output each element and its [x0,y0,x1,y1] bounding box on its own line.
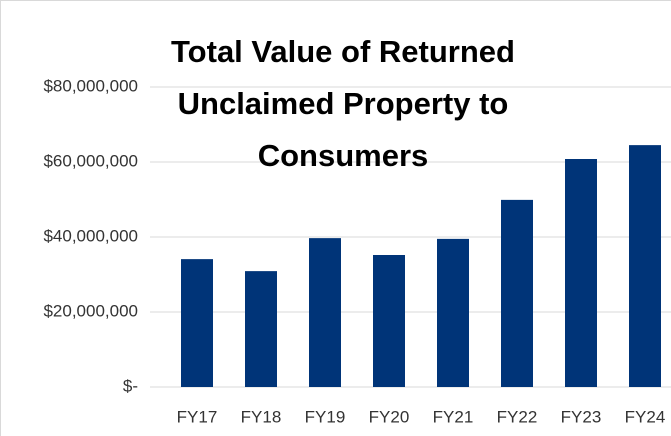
y-tick-label: $- [123,376,138,395]
x-tick-label: FY24 [625,407,666,426]
x-tick-label: FY17 [177,407,218,426]
x-tick-label: FY21 [433,407,474,426]
y-tick-label: $80,000,000 [43,76,138,95]
y-tick-label: $20,000,000 [43,301,138,320]
bar [245,271,277,387]
bar [629,145,661,387]
bar [309,238,341,387]
x-tick-label: FY22 [497,407,538,426]
x-tick-label: FY19 [305,407,346,426]
x-tick-label: FY20 [369,407,410,426]
y-tick-label: $40,000,000 [43,226,138,245]
x-tick-label: FY18 [241,407,282,426]
bar [373,255,405,387]
bar [565,159,597,387]
chart-title: Total Value of Returned Unclaimed Proper… [171,34,515,173]
x-tick-label: FY23 [561,407,602,426]
bar [181,259,213,387]
y-tick-label: $60,000,000 [43,151,138,170]
bar [501,199,533,387]
bar [437,238,469,387]
